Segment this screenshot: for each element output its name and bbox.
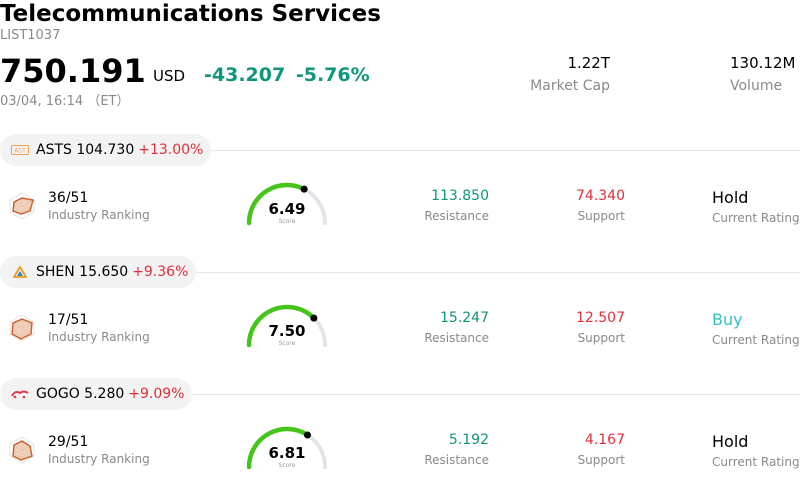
score-label: Score: [278, 462, 296, 469]
page-title: Telecommunications Services: [0, 1, 381, 27]
current-rating: Hold: [712, 432, 749, 451]
support-value: 12.507: [576, 310, 625, 326]
section-divider: [210, 150, 800, 151]
support-label: Support: [577, 331, 625, 345]
support-label: Support: [577, 209, 625, 223]
stock-change-percent: +9.36%: [132, 264, 189, 280]
resistance-value: 5.192: [448, 432, 489, 448]
change-value: -43.207: [204, 64, 286, 86]
current-rating-label: Current Rating: [712, 211, 800, 225]
industry-rank: 36/51: [48, 190, 89, 206]
volume-label: Volume: [730, 78, 783, 94]
company-logo-icon: [10, 265, 30, 279]
market-cap-label: Market Cap: [530, 78, 610, 94]
score-value: 6.81: [268, 444, 306, 462]
resistance-value: 113.850: [431, 188, 489, 204]
resistance-label: Resistance: [424, 209, 489, 223]
market-cap-value: 1.22T: [567, 54, 610, 72]
industry-rank-label: Industry Ranking: [48, 452, 150, 466]
resistance-value: 15.247: [440, 310, 489, 326]
stock-pill[interactable]: AST ASTS 104.730 +13.00%: [0, 134, 212, 166]
stock-pill[interactable]: GOGO 5.280 +9.09%: [0, 378, 193, 410]
current-rating: Hold: [712, 188, 749, 207]
company-logo-icon: AST: [10, 143, 30, 157]
score-value: 6.49: [268, 200, 306, 218]
index-price: 750.191: [0, 52, 146, 90]
ticker-price: GOGO 5.280: [36, 386, 125, 402]
ticker-price: ASTS 104.730: [36, 142, 135, 158]
resistance-label: Resistance: [424, 453, 489, 467]
radar-chart-icon: [9, 314, 35, 342]
resistance-label: Resistance: [424, 331, 489, 345]
radar-chart-icon: [9, 436, 35, 464]
industry-rank-label: Industry Ranking: [48, 208, 150, 222]
volume-value: 130.12M: [730, 54, 796, 72]
score-label: Score: [278, 218, 296, 225]
industry-rank: 17/51: [48, 312, 89, 328]
ticker-price: SHEN 15.650: [36, 264, 129, 280]
score-gauge: [246, 426, 327, 470]
company-logo-icon: [10, 387, 30, 401]
stock-change-percent: +9.09%: [128, 386, 185, 402]
support-value: 4.167: [584, 432, 625, 448]
stock-change-percent: +13.00%: [138, 142, 204, 158]
current-rating-label: Current Rating: [712, 455, 800, 469]
industry-rank-label: Industry Ranking: [48, 330, 150, 344]
industry-rank: 29/51: [48, 434, 89, 450]
svg-text:AST: AST: [14, 148, 26, 155]
current-rating: Buy: [712, 310, 743, 329]
score-value: 7.50: [268, 322, 306, 340]
radar-chart-icon: [9, 192, 35, 220]
currency-label: USD: [153, 67, 186, 85]
list-code: LIST1037: [0, 28, 61, 43]
section-divider: [192, 394, 800, 395]
price-change: -43.207 -5.76%: [204, 64, 370, 86]
support-value: 74.340: [576, 188, 625, 204]
section-divider: [196, 272, 800, 273]
change-percent: -5.76%: [295, 64, 370, 86]
timestamp: 03/04, 16:14 （ET）: [0, 94, 130, 109]
score-label: Score: [278, 340, 296, 347]
score-gauge: [246, 182, 327, 226]
stock-pill[interactable]: SHEN 15.650 +9.36%: [0, 256, 197, 288]
score-gauge: [246, 304, 327, 348]
support-label: Support: [577, 453, 625, 467]
current-rating-label: Current Rating: [712, 333, 800, 347]
